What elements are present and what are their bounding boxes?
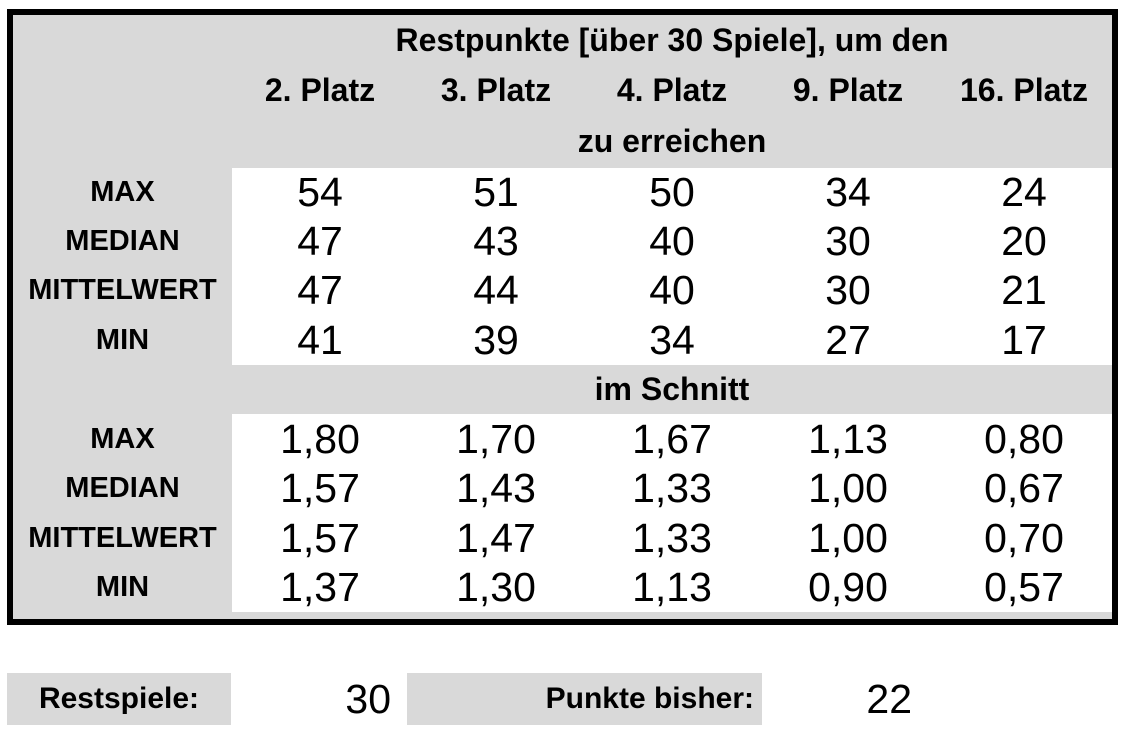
corner-spacer [13, 115, 232, 168]
row-label-median: MEDIAN [65, 225, 180, 257]
column-header-row: 2. Platz 3. Platz 4. Platz 9. Platz 16. … [13, 65, 1112, 115]
table-subtitle-row: zu erreichen [13, 115, 1112, 168]
table-title: Restpunkte [über 30 Spiele], um den [395, 21, 949, 58]
cell-value: 54 [232, 168, 408, 217]
column-header-platz2: 2. Platz [264, 71, 376, 108]
table-row: MEDIAN 1,57 1,43 1,33 1,00 0,67 [13, 464, 1112, 513]
cell-value: 1,43 [408, 464, 584, 513]
cell-value: 30 [760, 266, 936, 315]
cell-value: 1,57 [232, 464, 408, 513]
cell-value: 40 [584, 217, 760, 266]
table-bottom-spacer [13, 612, 1112, 619]
table-row: MIN 1,37 1,30 1,13 0,90 0,57 [13, 563, 1112, 612]
row-label-mittelwert: MITTELWERT [28, 274, 217, 306]
cell-value: 1,33 [584, 464, 760, 513]
table-row: MAX 1,80 1,70 1,67 1,13 0,80 [13, 414, 1112, 464]
cell-value: 0,70 [936, 513, 1112, 563]
restspiele-value: 30 [345, 675, 391, 722]
cell-value: 51 [408, 168, 584, 217]
cell-value: 41 [232, 315, 408, 365]
cell-value: 1,33 [584, 513, 760, 563]
cell-value: 1,37 [232, 563, 408, 612]
cell-value: 30 [760, 217, 936, 266]
cell-value: 1,57 [232, 513, 408, 563]
cell-value: 1,13 [760, 414, 936, 464]
cell-value: 1,00 [760, 464, 936, 513]
table-subtitle: zu erreichen [577, 123, 767, 159]
cell-value: 1,80 [232, 414, 408, 464]
cell-value: 43 [408, 217, 584, 266]
table-row: MITTELWERT 1,57 1,47 1,33 1,00 0,70 [13, 513, 1112, 563]
cell-value: 1,47 [408, 513, 584, 563]
cell-value: 17 [936, 315, 1112, 365]
cell-value: 1,30 [408, 563, 584, 612]
cell-value: 1,13 [584, 563, 760, 612]
cell-value: 21 [936, 266, 1112, 315]
cell-value: 34 [584, 315, 760, 365]
table-row: MITTELWERT 47 44 40 30 21 [13, 266, 1112, 315]
corner-spacer [13, 15, 232, 65]
row-label-median: MEDIAN [65, 472, 180, 504]
cell-value: 44 [408, 266, 584, 315]
row-label-max: MAX [90, 422, 155, 455]
cell-value: 47 [232, 217, 408, 266]
row-label-min: MIN [95, 323, 150, 356]
cell-value: 1,70 [408, 414, 584, 464]
punkte-bisher-value: 22 [866, 675, 912, 722]
punkte-bisher-label: Punkte bisher: [407, 673, 762, 725]
cell-value: 0,80 [936, 414, 1112, 464]
cell-value: 20 [936, 217, 1112, 266]
cell-value: 1,00 [760, 513, 936, 563]
table-row: MIN 41 39 34 27 17 [13, 315, 1112, 365]
cell-value: 47 [232, 266, 408, 315]
row-label-min: MIN [95, 571, 150, 603]
cell-value: 0,90 [760, 563, 936, 612]
column-header-platz4: 4. Platz [616, 71, 728, 108]
table-title-row: Restpunkte [über 30 Spiele], um den [13, 15, 1112, 65]
column-header-platz16: 16. Platz [959, 71, 1089, 108]
cell-value: 34 [760, 168, 936, 217]
section-header-row: im Schnitt [13, 365, 1112, 414]
cell-value: 40 [584, 266, 760, 315]
column-header-platz9: 9. Platz [792, 71, 904, 108]
cell-value: 0,57 [936, 563, 1112, 612]
table-row: MEDIAN 47 43 40 30 20 [13, 217, 1112, 266]
section-header-im-schnitt: im Schnitt [594, 371, 750, 407]
cell-value: 24 [936, 168, 1112, 217]
corner-spacer [13, 65, 232, 115]
cell-value: 39 [408, 315, 584, 365]
corner-spacer [13, 365, 232, 414]
cell-value: 1,67 [584, 414, 760, 464]
row-label-mittelwert: MITTELWERT [28, 521, 217, 554]
cell-value: 27 [760, 315, 936, 365]
statistics-table: Restpunkte [über 30 Spiele], um den 2. P… [7, 9, 1118, 625]
cell-value: 0,67 [936, 464, 1112, 513]
table-row: MAX 54 51 50 34 24 [13, 168, 1112, 217]
cell-value: 50 [584, 168, 760, 217]
restspiele-label: Restspiele: [7, 673, 231, 725]
row-label-max: MAX [90, 176, 155, 208]
column-header-platz3: 3. Platz [440, 71, 552, 108]
